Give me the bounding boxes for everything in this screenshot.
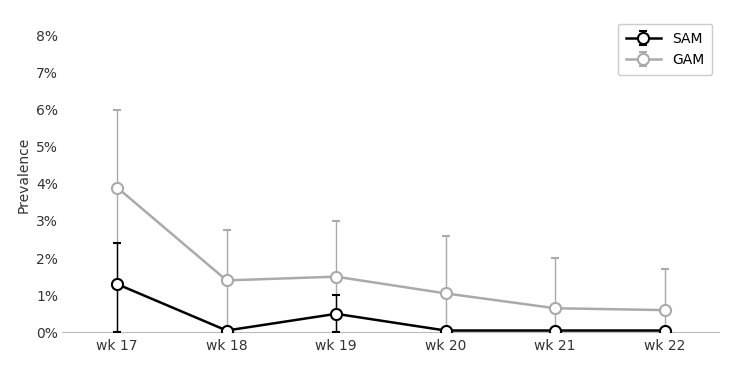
Y-axis label: Prevalence: Prevalence xyxy=(17,137,31,213)
Legend: SAM, GAM: SAM, GAM xyxy=(618,24,712,75)
